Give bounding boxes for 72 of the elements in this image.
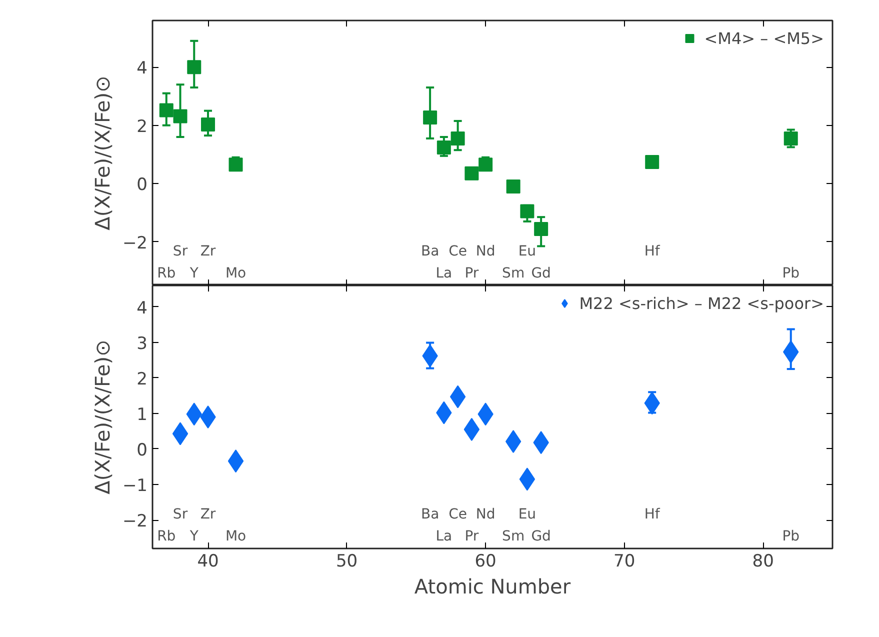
y-tick-label: −2 (122, 233, 148, 254)
x-tick-label: 70 (614, 552, 636, 572)
point (520, 204, 534, 218)
y-tick-label: 4 (136, 58, 148, 79)
point (228, 450, 244, 473)
annotation: Ba (420, 506, 440, 522)
annotation: Ce (448, 506, 467, 522)
y-tick-label: 3 (136, 334, 148, 354)
annotation: Sm (502, 266, 525, 282)
annotation: Y (188, 528, 199, 544)
point (436, 140, 451, 154)
annotation: Eu (518, 506, 536, 522)
y-tick-label: 2 (136, 369, 148, 390)
point (187, 60, 202, 74)
y-tick-label: 4 (136, 298, 148, 318)
annotation: Sr (172, 506, 188, 522)
annotation: Pr (464, 528, 479, 544)
point (478, 158, 493, 172)
point (159, 103, 174, 118)
y-tick-label: 0 (136, 440, 148, 460)
annotation: Pr (464, 266, 479, 282)
point (228, 158, 243, 172)
annotation: Nd (476, 244, 496, 260)
point (534, 222, 548, 236)
point (450, 131, 465, 146)
x-tick-label: 80 (752, 552, 774, 572)
annotation: Eu (518, 244, 536, 260)
annotation: Pb (782, 528, 800, 544)
annotation: Sr (172, 244, 188, 260)
annotation: Gd (531, 528, 551, 544)
legend-label: M22 <s-rich> – M22 <s-poor> (579, 294, 824, 312)
point (423, 110, 438, 124)
y-tick-label: 1 (136, 404, 148, 425)
point (505, 430, 522, 454)
point (172, 422, 188, 446)
point (450, 385, 466, 408)
x-tick-label: 50 (336, 552, 358, 572)
y-axis-title: Δ(X/Fe)/(X/Fe)⊙ (90, 76, 114, 230)
annotation: Sm (502, 528, 525, 544)
annotation: La (436, 528, 452, 544)
legend-label: <M4> – <M5> (704, 28, 824, 48)
annotation: Mo (225, 266, 246, 282)
annotation: Y (188, 266, 199, 282)
y-tick-label: 2 (136, 116, 148, 137)
point (464, 418, 480, 441)
annotation: Rb (157, 266, 176, 282)
annotation: Zr (200, 506, 216, 522)
point (784, 131, 798, 146)
annotation: Gd (531, 266, 551, 282)
point (464, 166, 479, 180)
point (506, 179, 520, 194)
annotation: Hf (644, 244, 661, 260)
annotation: Zr (200, 244, 216, 260)
point (645, 155, 660, 170)
annotation: Rb (157, 528, 176, 544)
x-axis-title: Atomic Number (414, 574, 572, 598)
annotation: La (436, 266, 452, 282)
y-tick-label: 0 (136, 175, 148, 196)
x-tick-label: 40 (197, 552, 219, 572)
annotation: Ba (420, 244, 440, 260)
x-tick-label: 60 (474, 552, 496, 572)
annotation: Hf (644, 506, 661, 522)
y-tick-label: −1 (122, 476, 148, 496)
annotation: Mo (225, 528, 246, 544)
point (173, 109, 188, 124)
annotation: Ce (448, 244, 467, 260)
annotation: Pb (782, 266, 800, 282)
y-tick-label: −2 (122, 512, 148, 532)
y-axis-title: Δ(X/Fe)/(X/Fe)⊙ (90, 340, 114, 494)
point (201, 117, 216, 132)
annotation: Nd (476, 506, 496, 522)
point (519, 468, 536, 491)
